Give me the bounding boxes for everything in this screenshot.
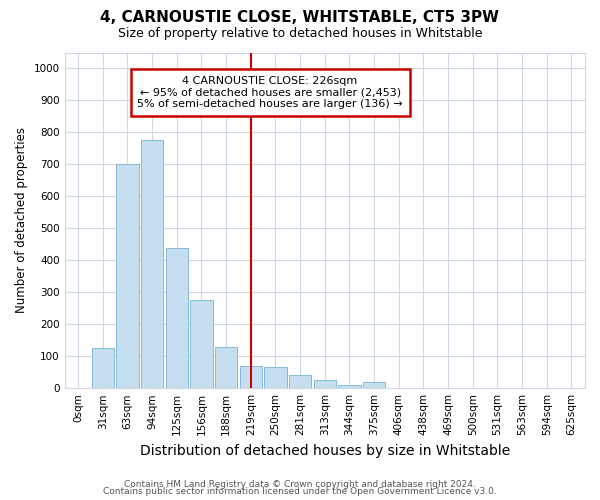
Bar: [239, 366, 262, 388]
Bar: [141, 140, 163, 388]
Bar: [92, 348, 114, 388]
Bar: [338, 385, 361, 388]
Text: Contains public sector information licensed under the Open Government Licence v3: Contains public sector information licen…: [103, 488, 497, 496]
Text: 4 CARNOUSTIE CLOSE: 226sqm
← 95% of detached houses are smaller (2,453)
5% of se: 4 CARNOUSTIE CLOSE: 226sqm ← 95% of deta…: [137, 76, 403, 109]
Bar: [166, 248, 188, 388]
Bar: [215, 346, 237, 388]
Bar: [116, 164, 139, 388]
Bar: [314, 380, 336, 388]
Bar: [190, 300, 212, 388]
Text: 4, CARNOUSTIE CLOSE, WHITSTABLE, CT5 3PW: 4, CARNOUSTIE CLOSE, WHITSTABLE, CT5 3PW: [101, 10, 499, 25]
X-axis label: Distribution of detached houses by size in Whitstable: Distribution of detached houses by size …: [140, 444, 510, 458]
Y-axis label: Number of detached properties: Number of detached properties: [15, 128, 28, 314]
Text: Size of property relative to detached houses in Whitstable: Size of property relative to detached ho…: [118, 28, 482, 40]
Text: Contains HM Land Registry data © Crown copyright and database right 2024.: Contains HM Land Registry data © Crown c…: [124, 480, 476, 489]
Bar: [265, 368, 287, 388]
Bar: [363, 382, 385, 388]
Bar: [289, 376, 311, 388]
